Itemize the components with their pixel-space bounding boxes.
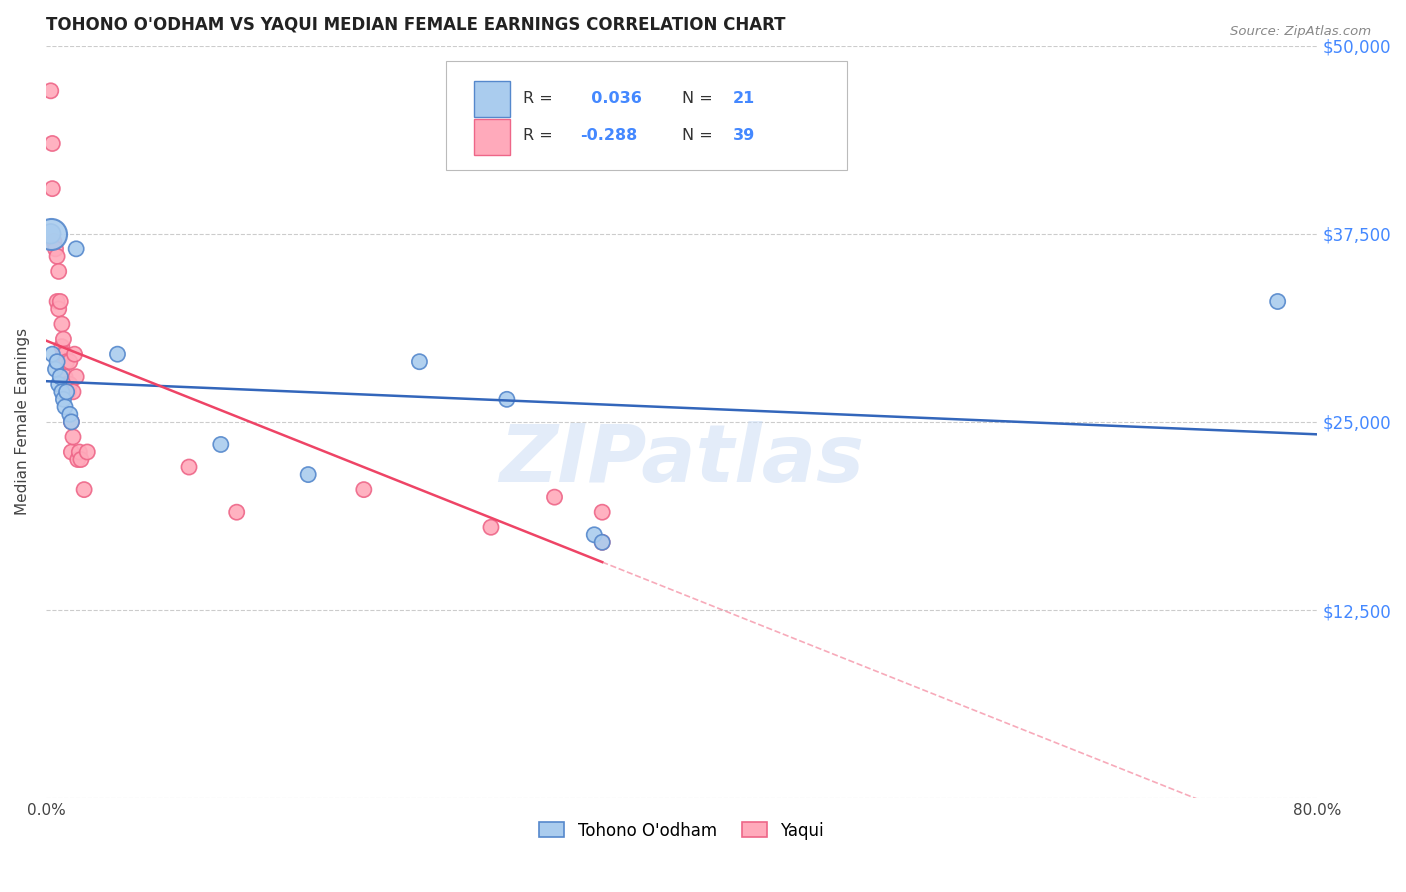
Text: TOHONO O'ODHAM VS YAQUI MEDIAN FEMALE EARNINGS CORRELATION CHART: TOHONO O'ODHAM VS YAQUI MEDIAN FEMALE EA…	[46, 15, 786, 33]
Point	[225, 505, 247, 519]
Point	[495, 392, 517, 407]
Text: R =: R =	[523, 128, 553, 144]
Point	[591, 505, 613, 519]
Point	[55, 384, 77, 399]
Point	[583, 528, 606, 542]
FancyBboxPatch shape	[447, 61, 846, 169]
Point	[73, 483, 96, 497]
Point	[39, 227, 62, 241]
Point	[591, 535, 613, 549]
Point	[55, 354, 77, 368]
Point	[55, 377, 77, 392]
Point	[46, 294, 69, 309]
Text: N =: N =	[682, 128, 713, 144]
Point	[59, 377, 82, 392]
Point	[49, 294, 72, 309]
Text: 39: 39	[733, 128, 755, 144]
Point	[39, 84, 62, 98]
Point	[60, 445, 83, 459]
Point	[65, 242, 87, 256]
Text: ZIPatlas: ZIPatlas	[499, 420, 865, 499]
Point	[53, 347, 76, 361]
Point	[52, 347, 75, 361]
Point	[297, 467, 319, 482]
Point	[48, 377, 70, 392]
Point	[67, 445, 90, 459]
Text: 21: 21	[733, 91, 755, 106]
Point	[543, 490, 565, 504]
Point	[60, 415, 83, 429]
Point	[107, 347, 129, 361]
Text: -0.288: -0.288	[579, 128, 637, 144]
Point	[51, 317, 73, 331]
Point	[60, 415, 83, 429]
Point	[479, 520, 502, 534]
Point	[44, 242, 66, 256]
Point	[76, 445, 98, 459]
Point	[44, 362, 66, 376]
Point	[51, 340, 73, 354]
Point	[39, 227, 62, 241]
Point	[65, 369, 87, 384]
Point	[48, 264, 70, 278]
Point	[353, 483, 375, 497]
Point	[42, 235, 65, 249]
Point	[70, 452, 93, 467]
Point	[51, 384, 73, 399]
Point	[1267, 294, 1289, 309]
Point	[58, 384, 80, 399]
Point	[48, 301, 70, 316]
Point	[59, 408, 82, 422]
Bar	[474, 81, 510, 117]
Point	[49, 369, 72, 384]
Point	[62, 384, 84, 399]
Point	[66, 452, 89, 467]
Point	[46, 354, 69, 368]
Point	[41, 136, 63, 151]
Point	[52, 392, 75, 407]
Text: N =: N =	[682, 91, 713, 106]
Point	[41, 347, 63, 361]
Point	[41, 181, 63, 195]
Point	[408, 354, 430, 368]
Point	[53, 369, 76, 384]
Point	[46, 249, 69, 263]
Point	[209, 437, 232, 451]
Legend: Tohono O'odham, Yaqui: Tohono O'odham, Yaqui	[533, 815, 831, 847]
Text: 0.036: 0.036	[579, 91, 643, 106]
Point	[63, 347, 86, 361]
Point	[59, 354, 82, 368]
Y-axis label: Median Female Earnings: Median Female Earnings	[15, 328, 30, 516]
Point	[52, 332, 75, 346]
Text: Source: ZipAtlas.com: Source: ZipAtlas.com	[1230, 25, 1371, 38]
Point	[53, 400, 76, 414]
Bar	[474, 119, 510, 155]
Text: R =: R =	[523, 91, 553, 106]
Point	[62, 430, 84, 444]
Point	[591, 535, 613, 549]
Point	[177, 460, 200, 475]
